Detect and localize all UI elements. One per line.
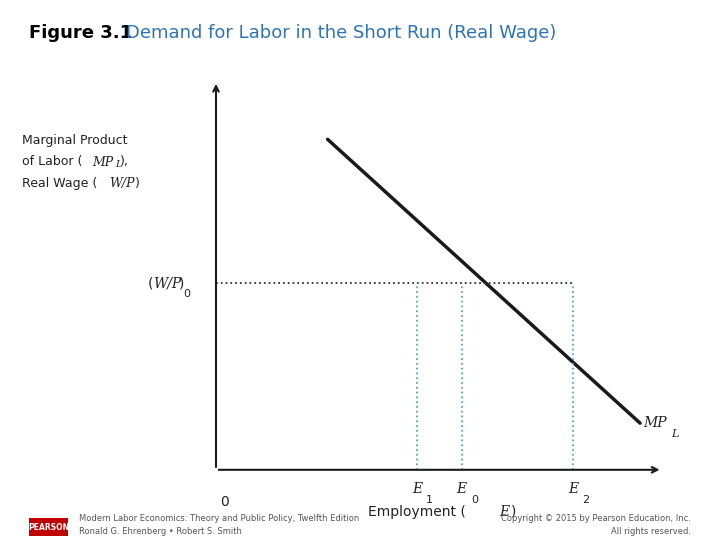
Text: W/P: W/P xyxy=(109,177,135,190)
Text: L: L xyxy=(115,160,122,168)
Text: 2: 2 xyxy=(582,495,590,505)
Text: 0: 0 xyxy=(183,289,190,299)
Text: Figure 3.1: Figure 3.1 xyxy=(29,24,132,42)
Text: of Labor (: of Labor ( xyxy=(22,156,82,168)
Text: Real Wage (: Real Wage ( xyxy=(22,177,97,190)
Text: ): ) xyxy=(179,276,184,290)
Text: ): ) xyxy=(135,177,140,190)
Text: 1: 1 xyxy=(426,495,433,505)
Text: MP: MP xyxy=(644,416,667,430)
Text: (: ( xyxy=(148,276,153,290)
Text: W/P: W/P xyxy=(153,276,181,290)
Text: PEARSON: PEARSON xyxy=(28,523,69,531)
Text: Marginal Product: Marginal Product xyxy=(22,134,127,147)
Text: L: L xyxy=(671,429,678,439)
Text: E: E xyxy=(568,482,578,496)
Text: Modern Labor Economics: Theory and Public Policy, Twelfth Edition
Ronald G. Ehre: Modern Labor Economics: Theory and Publi… xyxy=(79,514,359,536)
Text: E: E xyxy=(412,482,422,496)
Text: ): ) xyxy=(510,505,516,519)
Text: Employment (: Employment ( xyxy=(368,505,466,519)
Text: E: E xyxy=(456,482,467,496)
Text: 0: 0 xyxy=(471,495,478,505)
Text: MP: MP xyxy=(92,156,113,168)
Text: 0: 0 xyxy=(220,495,229,509)
Text: Demand for Labor in the Short Run (Real Wage): Demand for Labor in the Short Run (Real … xyxy=(126,24,557,42)
Text: ),: ), xyxy=(120,156,129,168)
Text: E: E xyxy=(500,505,510,519)
Text: Copyright © 2015 by Pearson Education, Inc.
All rights reserved.: Copyright © 2015 by Pearson Education, I… xyxy=(501,514,691,536)
